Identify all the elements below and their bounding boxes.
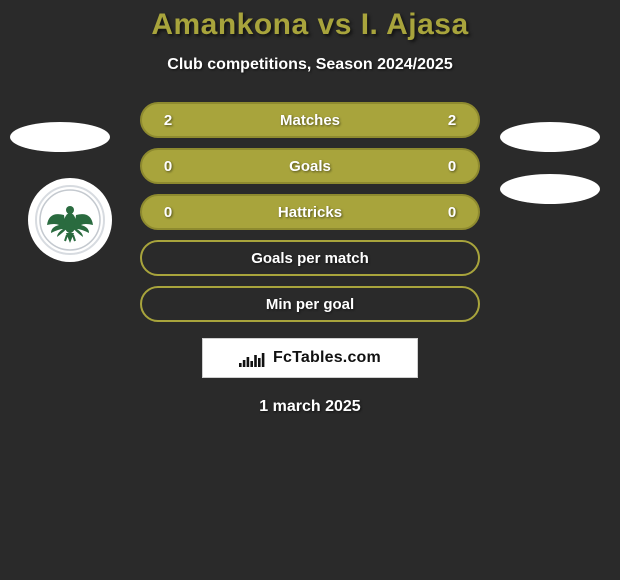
- stat-label: Goals: [178, 158, 442, 175]
- stat-right-value: 0: [442, 158, 462, 175]
- club-badge: [28, 178, 112, 262]
- stat-row: 0Goals0: [140, 148, 480, 184]
- bar-chart-icon: [239, 349, 267, 367]
- player-placeholder: [500, 122, 600, 152]
- stat-label: Hattricks: [178, 204, 442, 221]
- stat-left-value: 0: [158, 204, 178, 221]
- stat-label: Min per goal: [178, 296, 442, 313]
- page-subtitle: Club competitions, Season 2024/2025: [167, 56, 452, 74]
- fctables-text: FcTables.com: [273, 349, 381, 367]
- player-placeholder: [500, 174, 600, 204]
- club-crest-icon: [35, 185, 105, 255]
- stat-row: 0Hattricks0: [140, 194, 480, 230]
- stat-row: Min per goal: [140, 286, 480, 322]
- stat-right-value: 2: [442, 112, 462, 129]
- page-title: Amankona vs I. Ajasa: [151, 8, 468, 42]
- stat-label: Matches: [178, 112, 442, 129]
- stat-left-value: 2: [158, 112, 178, 129]
- player-placeholder: [10, 122, 110, 152]
- stat-label: Goals per match: [178, 250, 442, 267]
- footer-date: 1 march 2025: [259, 398, 360, 416]
- stat-row: Goals per match: [140, 240, 480, 276]
- stat-left-value: 0: [158, 158, 178, 175]
- fctables-badge: FcTables.com: [202, 338, 418, 378]
- stat-row: 2Matches2: [140, 102, 480, 138]
- stat-right-value: 0: [442, 204, 462, 221]
